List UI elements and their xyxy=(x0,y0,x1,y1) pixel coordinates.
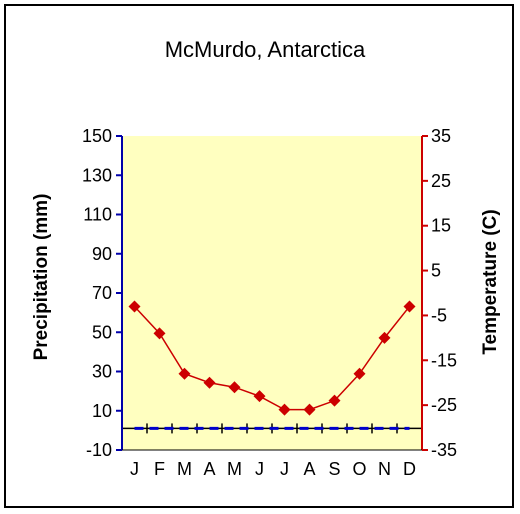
month-label: F xyxy=(154,459,165,479)
month-label: O xyxy=(352,459,366,479)
left-tick-label: 10 xyxy=(92,401,112,421)
right-tick-label: -25 xyxy=(431,395,457,415)
right-tick-label: -15 xyxy=(431,350,457,370)
temperature-series-line xyxy=(133,305,411,411)
temperature-point xyxy=(278,403,291,416)
temperature-point xyxy=(378,331,391,344)
left-axis-title: Precipitation (mm) xyxy=(31,194,52,361)
right-tick-label: -35 xyxy=(431,440,457,460)
month-label: M xyxy=(227,459,242,479)
temperature-point xyxy=(153,327,166,340)
temperature-point xyxy=(403,300,416,313)
right-tick-label: 25 xyxy=(431,171,451,191)
left-tick-label: 50 xyxy=(92,322,112,342)
temperature-point xyxy=(303,403,316,416)
month-label: D xyxy=(403,459,416,479)
left-tick-label: 30 xyxy=(92,362,112,382)
month-label: J xyxy=(255,459,264,479)
temperature-point xyxy=(128,300,141,313)
right-tick-label: 35 xyxy=(431,126,451,146)
temperature-point xyxy=(353,367,366,380)
right-tick-label: -5 xyxy=(431,305,447,325)
temperature-point xyxy=(178,367,191,380)
temperature-point xyxy=(203,376,216,389)
left-tick-label: 150 xyxy=(82,126,112,146)
plot-area xyxy=(122,136,422,450)
month-label: A xyxy=(203,459,215,479)
month-label: J xyxy=(130,459,139,479)
left-tick-label: 70 xyxy=(92,283,112,303)
month-label: N xyxy=(378,459,391,479)
left-tick-label: 110 xyxy=(83,205,112,225)
month-label: J xyxy=(280,459,289,479)
left-tick-label: -10 xyxy=(86,440,112,460)
left-tick-label: 130 xyxy=(82,165,112,185)
month-label: A xyxy=(303,459,315,479)
right-tick-label: 15 xyxy=(431,216,451,236)
left-tick-label: 90 xyxy=(92,244,112,264)
right-tick-label: 5 xyxy=(431,261,441,281)
temperature-point xyxy=(328,394,341,407)
right-axis-title: Temperature (C) xyxy=(480,209,501,354)
month-label: S xyxy=(328,459,340,479)
chart-title: McMurdo, Antarctica xyxy=(165,37,366,62)
month-label: M xyxy=(177,459,192,479)
temperature-point xyxy=(228,381,241,394)
temperature-point xyxy=(253,390,266,403)
